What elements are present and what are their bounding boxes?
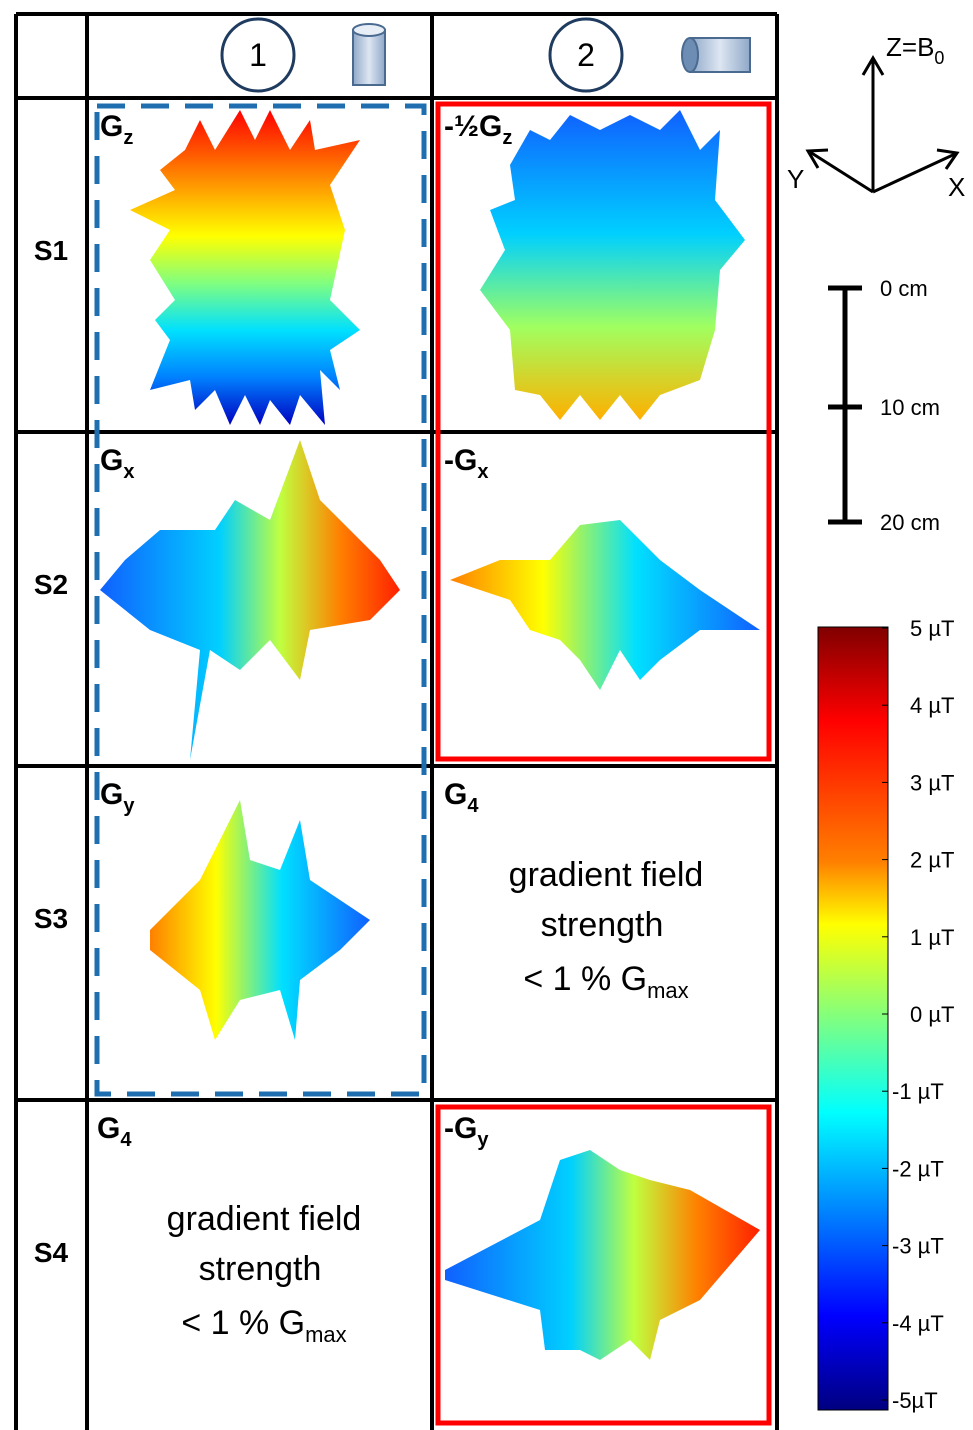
row-label: S1 [34,235,68,266]
scale-label: 20 cm [880,510,940,535]
red-frame [435,1104,772,1426]
colorbar-label: -5µT [892,1388,938,1413]
field-maps [100,110,760,1360]
cell-label-sub: y [477,1129,489,1151]
axis-label: X [948,172,965,202]
colorbar-ticks: 5 µT 4 µT 3 µT 2 µT 1 µT 0 µT -1 µT -2 µT -3 µT -… [882,616,954,1413]
cell-label-sub: 4 [467,795,479,817]
note-sub: max [647,978,689,1003]
cell-label-main: -½G [444,110,502,143]
cell-label-sub: 4 [120,1129,132,1151]
note-s3: gradient field strength < 1 % Gmax [509,856,704,1003]
note-line: strength [199,1250,322,1288]
cell-label-sub: z [123,127,133,149]
cell-label: Gx [100,444,134,483]
scale-bar [828,285,862,525]
note-text: < 1 % G [181,1304,305,1342]
cell-label-main: G [100,444,123,477]
colorbar-label: 3 µT [910,770,954,795]
column-circle [548,17,624,93]
cell-label: G4 [97,1112,132,1151]
column-circle [220,17,296,93]
row-label: S3 [34,903,68,934]
cell-label-sub: z [502,127,512,149]
cylinder-icon-vertical [352,23,386,86]
map-s1-c1 [130,110,360,425]
colorbar-label: -2 µT [892,1156,944,1181]
colorbar-label: 2 µT [910,848,954,873]
cell-label-sub: x [123,461,134,483]
cell-label-main: -G [444,1112,477,1145]
note-line: strength [541,906,664,944]
row-label: S2 [34,569,68,600]
cell-label: Gy [100,778,135,817]
cell-label: -½Gz [444,110,512,149]
cell-label: -Gx [444,444,488,483]
colorbar-label: 1 µT [910,925,954,950]
colorbar-label: 4 µT [910,693,954,718]
dashed-frame [94,103,427,1097]
map-s3-c1 [150,800,370,1040]
note-line: < 1 % Gmax [523,960,688,1003]
colorbar [817,626,889,1411]
table-grid [14,12,779,1430]
axis-z-sub: 0 [934,48,944,68]
axis-z: Z=B [886,32,934,62]
axis-label: Z=B0 [886,32,944,68]
cell-label-main: -G [444,444,477,477]
cell-label-main: G [444,778,467,811]
note-line: gradient field [167,1200,362,1238]
cylinder-icon-horizontal [681,37,751,73]
axes-diagram [805,55,960,194]
scale-label: 10 cm [880,395,940,420]
note-s4: gradient field strength < 1 % Gmax [167,1200,362,1347]
scale-label: 0 cm [880,276,928,301]
note-sub: max [305,1322,347,1347]
colorbar-label: -1 µT [892,1079,944,1104]
cell-label: -Gy [444,1112,489,1151]
map-s2-c1 [100,440,400,760]
axis-label: Y [787,164,804,194]
column-label: 2 [577,37,595,73]
scale-labels: 0 cm 10 cm 20 cm [880,276,940,535]
cell-label-main: G [100,110,123,143]
cell-label-sub: x [477,461,488,483]
colorbar-label: 5 µT [910,616,954,641]
cell-label-sub: y [123,795,135,817]
note-line: < 1 % Gmax [181,1304,346,1347]
cell-label-main: G [97,1112,120,1145]
note-line: gradient field [509,856,704,894]
colorbar-label: -4 µT [892,1311,944,1336]
cell-label: Gz [100,110,133,149]
colorbar-label: 0 µT [910,1002,954,1027]
map-s2-c2 [450,520,760,690]
red-frame [435,101,772,762]
row-label: S4 [34,1237,69,1268]
map-s4-c2 [445,1150,760,1360]
column-label: 1 [249,37,267,73]
note-text: < 1 % G [523,960,647,998]
cell-label: G4 [444,778,479,817]
cell-label-main: G [100,778,123,811]
colorbar-label: -3 µT [892,1234,944,1259]
map-s1-c2 [480,110,745,420]
